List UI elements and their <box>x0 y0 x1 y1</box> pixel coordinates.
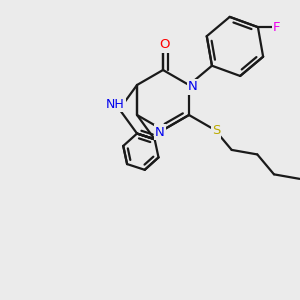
Text: N: N <box>188 80 198 94</box>
Text: NH: NH <box>106 98 125 111</box>
Text: N: N <box>155 125 165 139</box>
Text: S: S <box>212 124 220 137</box>
Text: O: O <box>160 38 170 52</box>
Text: F: F <box>273 21 281 34</box>
